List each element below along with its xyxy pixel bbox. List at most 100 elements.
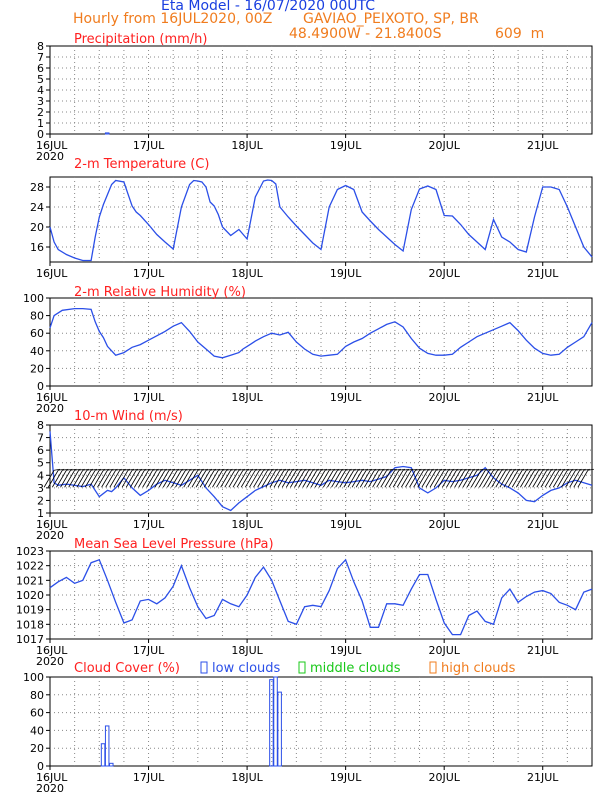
wind-barb <box>388 470 400 488</box>
wind-barb <box>203 470 215 488</box>
wind-barb-flag <box>567 468 574 471</box>
wind-barb-flag <box>485 468 492 471</box>
bar <box>100 743 106 767</box>
wind-barb-flag <box>518 468 525 471</box>
wind-barb-flag <box>66 468 73 471</box>
x-tick-label: 20JUL <box>428 267 460 280</box>
wind-barb-flag <box>460 468 467 471</box>
wind-barb <box>417 470 429 488</box>
y-tick-label: 1022 <box>16 560 44 573</box>
x-tick-label: 21JUL <box>527 771 559 784</box>
wind-barb <box>43 470 55 488</box>
wind-barb-flag <box>526 468 533 471</box>
x-tick-label: 17JUL <box>133 771 165 784</box>
wind-barb <box>232 470 244 488</box>
subtitle: Hourly from 16JUL2020, 00Z <box>73 11 273 27</box>
wind-barb-flag <box>218 468 225 471</box>
wind-barb-flag <box>99 468 106 471</box>
y-tick-label: 1021 <box>16 574 44 587</box>
wind-barb <box>569 470 581 488</box>
x-tick-label: 21JUL <box>527 391 559 404</box>
panel-1 <box>46 176 593 266</box>
wind-barb <box>425 470 437 488</box>
wind-barb-flag <box>522 468 529 471</box>
wind-barb <box>483 470 494 488</box>
panel-3 <box>43 424 594 517</box>
panel-title: Cloud Cover (%) <box>74 661 180 676</box>
wind-barb <box>244 470 256 488</box>
wind-barb-flag <box>431 468 438 471</box>
wind-barb <box>56 470 67 488</box>
wind-barb <box>224 470 236 488</box>
x-tick-label: 21JUL <box>527 139 559 152</box>
wind-barb-flag <box>78 468 85 471</box>
wind-barb <box>536 470 548 488</box>
wind-barb-flag <box>325 468 332 471</box>
wind-barb-flag <box>316 468 323 471</box>
wind-barb-flag <box>579 468 586 471</box>
wind-barb <box>72 470 84 488</box>
wind-barb <box>228 470 240 488</box>
panel-0 <box>46 45 593 138</box>
wind-barb-flag <box>382 468 389 471</box>
wind-barb <box>80 470 92 488</box>
x-tick-label: 16JUL <box>36 771 68 784</box>
chart-title: Eta Model - 16/07/2020 00UTC <box>161 0 376 14</box>
wind-barb <box>355 470 367 488</box>
wind-barb-flag <box>160 468 167 471</box>
wind-barb <box>51 470 63 488</box>
y-tick-label: 100 <box>23 671 44 684</box>
wind-barb-flag <box>197 468 204 471</box>
y-tick-label: 1018 <box>16 618 44 631</box>
y-tick-label: 6 <box>37 62 44 75</box>
y-tick-label: 20 <box>30 362 44 375</box>
wind-barb-flag <box>300 468 307 471</box>
legend-swatch <box>200 661 208 674</box>
wind-barb <box>105 470 117 488</box>
legend-swatch <box>298 661 306 674</box>
wind-barb-flag <box>476 468 484 471</box>
wind-barb <box>474 470 486 488</box>
x-year-label: 2020 <box>36 782 64 792</box>
y-tick-label: 1019 <box>16 604 44 617</box>
wind-barb-flag <box>242 468 250 471</box>
wind-barb-flag <box>263 468 270 471</box>
wind-barb <box>93 470 104 488</box>
wind-barb-flag <box>238 468 245 471</box>
wind-barb-flag <box>82 468 89 471</box>
x-tick-label: 16JUL <box>36 139 68 152</box>
wind-barb-flag <box>247 468 254 471</box>
x-tick-label: 19JUL <box>330 139 362 152</box>
x-tick-label: 20JUL <box>428 518 460 531</box>
wind-barb-flag <box>472 468 479 471</box>
wind-barb <box>195 470 207 488</box>
wind-barb-flag <box>575 468 582 471</box>
wind-barb <box>220 470 232 488</box>
wind-barb <box>158 470 170 488</box>
wind-barb-flag <box>390 468 397 471</box>
wind-barb-flag <box>501 468 508 471</box>
wind-barb <box>68 470 80 488</box>
y-tick-label: 4 <box>37 469 44 482</box>
wind-barb-flag <box>255 468 262 471</box>
wind-barb <box>314 470 326 488</box>
wind-barb-flag <box>210 468 217 471</box>
wind-barb-flag <box>115 468 122 471</box>
wind-barb <box>113 470 125 488</box>
wind-barb-flag <box>234 468 241 471</box>
wind-barb <box>179 470 190 488</box>
panel-5 <box>46 661 593 770</box>
wind-barbs <box>43 468 594 488</box>
legend-label: middle clouds <box>310 661 401 676</box>
wind-barb-flag <box>54 468 61 471</box>
wind-barb-flag <box>251 468 258 471</box>
y-tick-label: 8 <box>37 419 44 432</box>
bar <box>104 725 110 767</box>
wind-barb <box>261 470 273 488</box>
wind-barb-flag <box>563 468 570 471</box>
x-tick-label: 17JUL <box>133 391 165 404</box>
wind-barb <box>454 470 466 488</box>
wind-barb <box>84 470 96 488</box>
x-tick-label: 19JUL <box>330 644 362 657</box>
wind-barb-flag <box>127 468 135 471</box>
